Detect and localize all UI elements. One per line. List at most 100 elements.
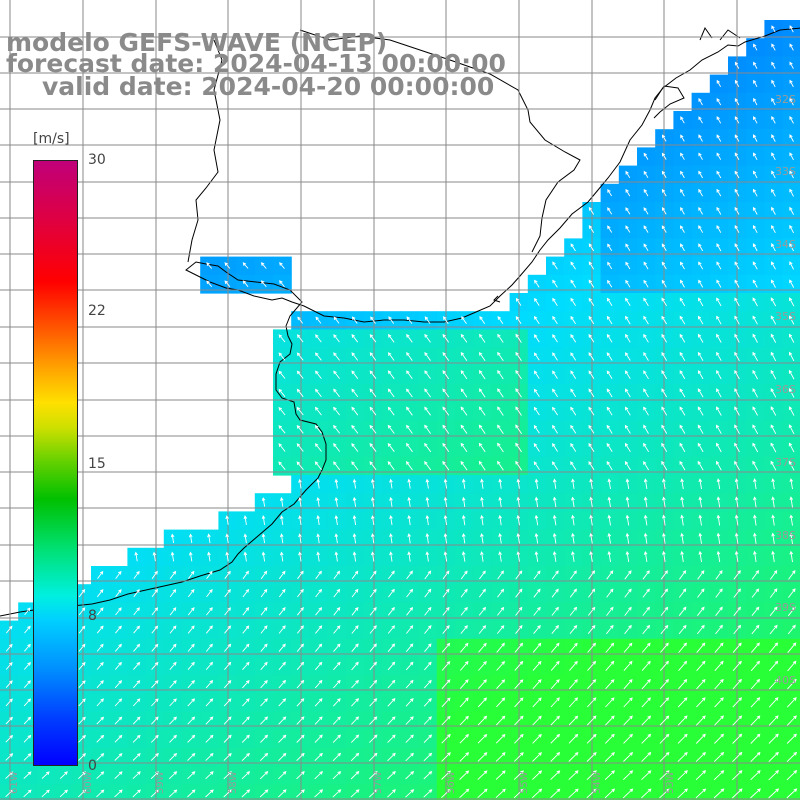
wind-arrow: [24, 625, 31, 634]
wind-arrow: [734, 224, 740, 234]
wind-arrow: [205, 679, 214, 689]
wind-arrow: [661, 315, 667, 325]
wind-arrow: [606, 352, 613, 361]
wind-speed-cell: [782, 38, 800, 57]
wind-arrow: [698, 188, 703, 197]
wind-arrow: [406, 333, 413, 343]
wind-arrow: [205, 698, 214, 707]
wind-arrow: [132, 789, 141, 798]
wind-arrow: [314, 406, 322, 416]
wind-arrow: [643, 225, 649, 233]
wind-arrow: [696, 697, 706, 708]
wind-arrow: [607, 261, 613, 270]
wind-arrow: [678, 642, 688, 653]
wind-arrow: [662, 496, 666, 508]
wind-arrow: [478, 351, 486, 361]
wind-arrow: [261, 515, 266, 525]
colorbar-tick-22: 22: [88, 303, 106, 319]
wind-arrow: [242, 570, 249, 580]
wind-arrow: [369, 424, 377, 434]
wind-arrow: [786, 788, 798, 799]
wind-arrow: [678, 606, 687, 616]
wind-arrow: [697, 370, 704, 380]
wind-arrow: [441, 715, 451, 726]
wind-arrow: [243, 515, 248, 525]
wind-arrow: [169, 734, 177, 743]
wind-arrow: [5, 771, 14, 779]
wind-arrow: [661, 225, 667, 233]
wind-arrow: [752, 297, 758, 307]
wind-arrow: [351, 679, 359, 689]
wind-arrow: [731, 788, 743, 799]
wind-arrow: [698, 496, 703, 508]
wind-arrow: [279, 280, 285, 288]
wind-arrow: [406, 424, 413, 434]
wind-arrow: [477, 733, 488, 744]
wind-arrow: [604, 733, 615, 744]
wind-arrow: [570, 261, 576, 270]
coastline-river-plate: [0, 27, 800, 617]
wind-arrow: [789, 532, 794, 544]
wind-arrow: [460, 442, 468, 453]
wind-arrow: [641, 715, 652, 726]
wind-arrow: [23, 680, 31, 688]
wind-arrow: [588, 279, 595, 288]
wind-arrow: [278, 734, 287, 743]
wind-arrow: [223, 771, 232, 780]
wind-arrow: [606, 297, 613, 307]
wind-arrow: [679, 570, 687, 580]
wind-arrow: [369, 442, 377, 452]
wind-arrow: [442, 333, 450, 343]
wind-arrow: [133, 643, 141, 652]
wind-arrow: [641, 751, 652, 762]
wind-arrow: [678, 624, 687, 635]
wind-arrow: [133, 607, 140, 616]
wind-speed-cell: [782, 238, 800, 258]
wind-arrow: [442, 388, 450, 398]
wind-arrow: [552, 532, 557, 544]
wind-arrow: [225, 515, 229, 525]
wind-arrow: [351, 406, 359, 416]
wind-arrow: [716, 496, 721, 508]
wind-arrow: [459, 788, 470, 799]
wind-arrow: [752, 224, 758, 234]
wind-arrow: [680, 134, 685, 142]
wind-arrow: [169, 570, 177, 579]
colorbar-tick-0: 0: [88, 758, 97, 774]
wind-arrow: [568, 679, 578, 690]
wind-speed-cell: [782, 384, 800, 403]
wind-arrow: [260, 643, 268, 652]
wind-arrow: [733, 606, 741, 616]
wind-arrow: [243, 551, 248, 562]
wind-arrow: [497, 570, 504, 580]
wind-arrow: [698, 207, 703, 215]
wind-arrow: [150, 752, 159, 761]
wind-arrow: [352, 515, 357, 526]
wind-arrow: [588, 406, 595, 416]
wind-arrow: [297, 570, 304, 580]
wind-arrow: [643, 351, 649, 361]
lon-label: 53W: [665, 771, 676, 794]
wind-arrow: [424, 333, 431, 343]
wind-arrow: [571, 514, 575, 526]
wind-arrow: [425, 514, 430, 526]
wind-arrow: [734, 188, 740, 197]
wind-arrow: [789, 333, 795, 343]
wind-arrow: [569, 642, 578, 653]
wind-arrow: [206, 570, 213, 579]
wind-arrow: [551, 588, 559, 598]
wind-arrow: [241, 716, 250, 725]
wind-arrow: [571, 496, 575, 508]
lat-label: 38S: [775, 529, 796, 542]
wind-arrow: [753, 170, 758, 179]
wind-arrow: [479, 316, 486, 325]
wind-arrow: [642, 570, 650, 580]
wind-arrow: [314, 771, 323, 780]
wind-arrow: [498, 551, 502, 562]
wind-arrow: [150, 734, 159, 743]
wind-arrow: [625, 478, 630, 489]
wind-arrow: [788, 460, 795, 471]
wind-arrow: [643, 550, 648, 562]
wind-arrow: [734, 333, 740, 343]
wind-arrow: [771, 243, 776, 252]
